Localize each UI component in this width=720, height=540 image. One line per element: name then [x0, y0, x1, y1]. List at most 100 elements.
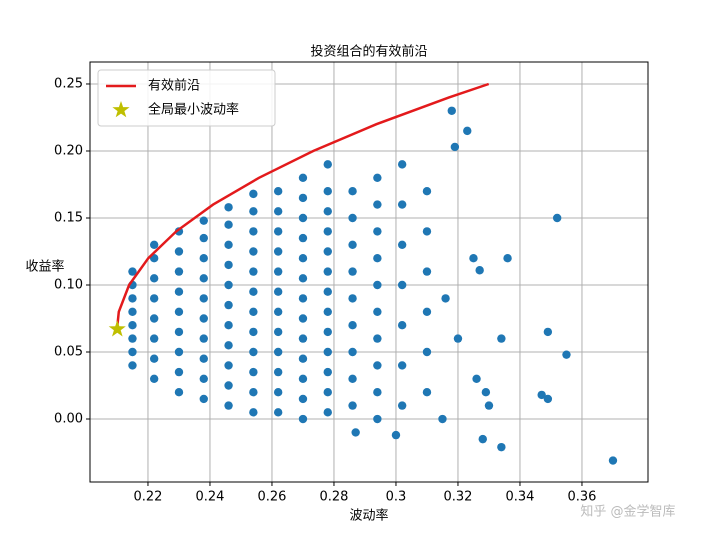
- x-tick-label: 0.28: [319, 490, 348, 505]
- legend-label: 全局最小波动率: [148, 102, 239, 118]
- scatter-point: [397, 321, 407, 330]
- scatter-point: [273, 207, 283, 216]
- scatter-point: [348, 294, 357, 303]
- scatter-point: [543, 327, 553, 337]
- scatter-point: [199, 253, 208, 263]
- scatter-point: [273, 247, 283, 256]
- scatter-point: [149, 294, 159, 303]
- scatter-point: [224, 401, 233, 410]
- scatter-point: [543, 394, 553, 404]
- scatter-point: [348, 401, 357, 410]
- scatter-point: [149, 274, 159, 283]
- scatter-point: [224, 381, 233, 390]
- scatter-point: [249, 388, 258, 397]
- y-tick-label: 0.10: [54, 277, 83, 292]
- scatter-point: [174, 287, 184, 296]
- x-tick-label: 0.22: [133, 490, 162, 505]
- scatter-point: [373, 253, 382, 263]
- min-vol-star: [108, 320, 126, 337]
- scatter-point: [422, 186, 432, 196]
- scatter-point: [373, 280, 382, 290]
- scatter-point: [298, 193, 308, 203]
- scatter-point: [298, 354, 308, 363]
- scatter-point: [224, 321, 233, 330]
- scatter-point: [199, 334, 208, 343]
- scatter-point: [249, 267, 258, 276]
- scatter-point: [537, 390, 546, 400]
- scatter-point: [348, 321, 357, 330]
- scatter-point: [199, 394, 208, 404]
- scatter-point: [373, 200, 382, 209]
- scatter-point: [373, 361, 382, 370]
- scatter-point: [174, 327, 184, 337]
- scatter-point: [199, 374, 208, 384]
- scatter-point: [249, 347, 258, 357]
- scatter-point: [224, 203, 233, 212]
- scatter-point: [199, 314, 208, 323]
- scatter-point: [149, 334, 159, 343]
- scatter-point: [199, 233, 208, 243]
- scatter-point: [199, 354, 208, 363]
- scatter-point: [373, 414, 382, 424]
- x-tick-label: 0.26: [257, 490, 286, 505]
- x-tick-label: 0.36: [567, 490, 596, 505]
- scatter-point: [469, 253, 478, 263]
- scatter-point: [224, 220, 233, 229]
- scatter-point: [373, 173, 382, 182]
- scatter-point: [273, 408, 283, 417]
- legend-label: 有效前沿: [148, 78, 200, 94]
- scatter-point: [199, 294, 208, 303]
- scatter-point: [249, 307, 258, 317]
- plot-frame: [89, 61, 649, 483]
- scatter-point: [450, 142, 460, 152]
- scatter-point: [249, 327, 258, 337]
- scatter-point: [323, 327, 332, 337]
- grid: [90, 62, 648, 482]
- y-axis-label: 收益率: [25, 259, 64, 275]
- y-tick-label: 0.25: [54, 76, 83, 91]
- scatter-point: [298, 213, 308, 223]
- scatter-point: [373, 388, 382, 397]
- scatter-point: [441, 294, 450, 303]
- y-tick-label: 0.05: [54, 345, 83, 360]
- scatter-point: [128, 307, 137, 317]
- scatter-point: [298, 274, 308, 283]
- scatter-point: [149, 240, 159, 249]
- scatter-point: [298, 173, 308, 182]
- scatter-point: [149, 354, 159, 363]
- scatter-point: [174, 267, 184, 276]
- scatter-point: [128, 361, 137, 370]
- scatter-point: [484, 401, 494, 410]
- scatter-point: [323, 307, 332, 317]
- scatter-point: [323, 347, 332, 357]
- scatter-point: [128, 347, 137, 357]
- scatter-point: [273, 267, 283, 276]
- scatter-point: [323, 388, 332, 397]
- scatter-point: [463, 126, 472, 136]
- scatter-point: [422, 307, 432, 317]
- scatter-point: [174, 388, 184, 397]
- scatter-point: [199, 216, 208, 225]
- scatter-point: [497, 334, 506, 343]
- scatter-point: [224, 240, 233, 249]
- scatter-point: [453, 334, 463, 343]
- scatter-point: [149, 374, 159, 384]
- legend-box: [97, 69, 276, 127]
- chart-title: 投资组合的有效前沿: [310, 44, 427, 60]
- scatter-point: [273, 186, 283, 196]
- scatter-point: [608, 456, 618, 465]
- scatter-point: [323, 408, 332, 417]
- scatter-point: [298, 394, 308, 404]
- scatter-point: [298, 253, 308, 263]
- scatter-point: [249, 227, 258, 236]
- scatter-point: [348, 240, 357, 249]
- scatter-point: [224, 260, 233, 270]
- x-tick-label: 0.24: [195, 490, 224, 505]
- scatter-point: [472, 374, 481, 384]
- scatter-point: [174, 247, 184, 256]
- scatter-point: [273, 287, 283, 296]
- scatter-point: [552, 213, 562, 223]
- scatter-point: [373, 307, 382, 317]
- scatter-point: [351, 428, 360, 437]
